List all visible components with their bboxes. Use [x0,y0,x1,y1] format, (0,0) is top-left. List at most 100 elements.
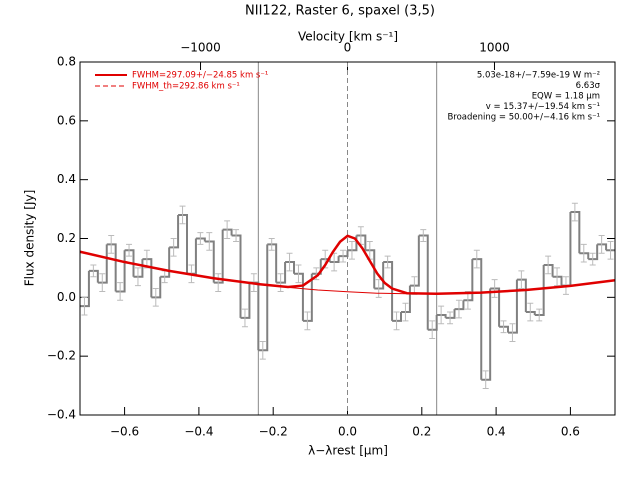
spectrum-step [231,234,242,318]
error-bar [170,238,177,257]
error-bar [81,296,88,316]
x-tick-label: 0.4 [487,425,506,439]
annotation: Broadening = 50.00+/−4.16 km s⁻¹ [447,113,600,123]
spectrum-step [311,259,322,275]
error-bar [598,235,605,254]
error-bar [536,308,543,322]
spectrum-step [329,256,340,264]
spectrum-step [588,244,599,261]
y-tick-label: 0.2 [57,231,76,245]
error-bar [152,288,159,307]
spectrum-step [204,240,215,283]
error-bar [233,229,240,242]
error-bar [179,205,186,225]
spectrum-step [276,262,287,284]
chart-title: NII122, Raster 6, spaxel (3,5) [245,4,435,19]
annotation: EQW = 1.18 μm [532,92,600,102]
x-tick-label: −0.4 [184,425,213,439]
x-axis-label: λ−λrest [μm] [308,444,388,458]
error-bar [607,240,614,260]
y-tick-label: −0.2 [47,349,76,363]
annotation: v = 15.37+/−19.54 km s⁻¹ [486,102,600,112]
spectrum-step [338,250,349,258]
error-bar [473,249,480,269]
error-bar [571,202,578,222]
error-bar [286,252,293,272]
spectrum-step [160,247,171,278]
spectrum-step [294,272,304,321]
spectrum-step [543,263,554,277]
spectrum-step [481,288,492,381]
spectrum-step [392,312,402,322]
error-bar [277,273,284,292]
error-bar [304,311,311,331]
x-tick-label: 0.6 [561,425,580,439]
y-tick-label: 0.4 [57,172,76,186]
spectrum-step [508,279,518,334]
error-bar [197,232,204,245]
spectrum-step [499,325,509,333]
x-tick-label: 0.0 [338,425,357,439]
x-tick-label: 0.2 [412,425,431,439]
error-bar [509,323,516,342]
error-bar [482,370,489,390]
error-bar [348,240,355,260]
error-bar [224,220,231,239]
legend-label: FWHM_th=292.86 km s⁻¹ [132,82,240,92]
y-tick-label: 0.6 [57,113,76,127]
spectrum-step [463,259,474,302]
spectrum-step [356,234,367,251]
y-tick-label: −0.4 [47,408,76,422]
spectrum-step [418,234,429,330]
spectrum-step [285,261,295,274]
error-bar [126,243,133,257]
spectrum-step [436,313,447,318]
spectrum-step [169,214,180,249]
spectrum-step [151,276,162,299]
spectrum-step [106,243,117,292]
error-bar [420,229,427,242]
x-tick-label: −0.6 [110,425,139,439]
x2-axis-label: Velocity [km s⁻¹] [298,30,398,44]
annotation: 5.03e-18+/−7.59e-19 W m⁻² [477,71,600,81]
error-bar [384,255,391,269]
error-bar [215,273,222,292]
error-bar [259,340,266,360]
spectrum-step [579,252,590,260]
error-bar [580,243,587,263]
spectrum-step [365,249,376,289]
error-bar [295,264,302,284]
annotation: 6.63σ [576,81,601,91]
spectrum-step [142,258,153,298]
error-bar [438,305,445,325]
spectrum-step [427,314,438,331]
spectrum-step [115,250,126,293]
error-bar [464,290,471,310]
plot-frame [79,61,616,416]
error-bar [447,311,454,325]
x2-tick-label: 1000 [479,41,510,55]
continuum-line [288,286,407,295]
spectrum-step [374,262,385,290]
spectrum-step [222,228,233,236]
spectrum-step [597,243,608,251]
spectrum-step [267,243,278,283]
spectrum-step [454,300,465,311]
y-axis-label: Flux density [Jy] [23,190,37,287]
spectrum-step [240,282,251,319]
spectrum-step [534,264,545,316]
x2-tick-label: −1000 [180,41,221,55]
error-bar [500,320,507,334]
error-bar [518,270,525,290]
error-bar [99,273,106,292]
spectrum-step [258,244,269,352]
spectrum-step [409,235,420,287]
y-tick-label: 0.8 [57,55,76,69]
error-bar [268,238,275,251]
spectrum-step [213,229,224,284]
error-bar [527,302,534,322]
error-bar [429,320,436,340]
spectrum-step [552,275,563,286]
